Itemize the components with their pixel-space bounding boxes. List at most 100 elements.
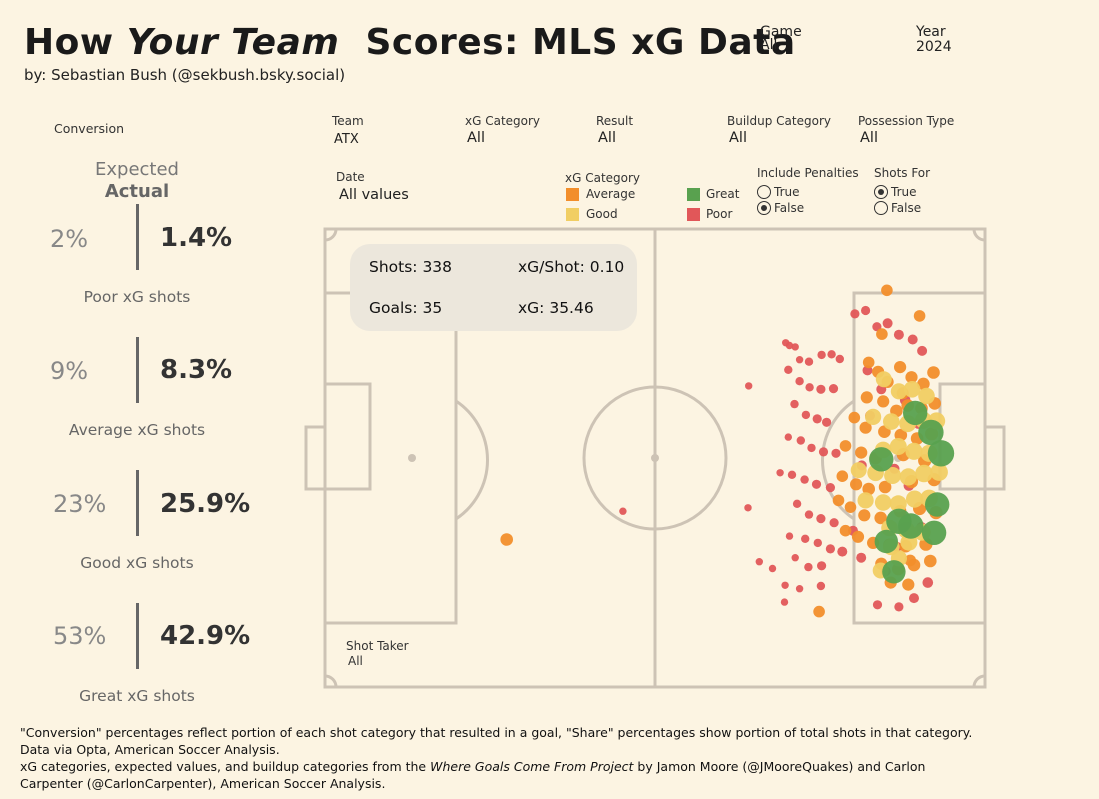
shot-point-poor[interactable] — [781, 581, 789, 589]
shot-point-poor[interactable] — [805, 383, 814, 392]
shot-point-poor[interactable] — [822, 417, 832, 427]
shot-point-average[interactable] — [862, 482, 875, 496]
shot-point-average[interactable] — [844, 501, 857, 513]
shot-point-poor[interactable] — [818, 447, 829, 457]
shot-point-good[interactable] — [850, 462, 867, 479]
shot-point-good[interactable] — [883, 413, 900, 430]
shot-point-good[interactable] — [889, 495, 907, 513]
shot-point-great[interactable] — [921, 520, 947, 545]
shot-point-poor[interactable] — [755, 558, 763, 566]
shot-point-average[interactable] — [881, 284, 893, 297]
shot-point-poor[interactable] — [894, 602, 904, 612]
shot-point-average[interactable] — [836, 470, 849, 483]
shot-point-poor[interactable] — [801, 534, 810, 543]
shot-point-poor[interactable] — [861, 305, 871, 316]
shot-point-average[interactable] — [860, 391, 873, 404]
shot-point-poor[interactable] — [817, 350, 826, 360]
shot-point-average[interactable] — [877, 395, 890, 408]
shot-point-poor[interactable] — [893, 329, 904, 340]
shot-point-poor[interactable] — [837, 546, 848, 557]
shot-point-poor[interactable] — [795, 356, 804, 364]
game-filter[interactable]: Game All — [760, 24, 802, 53]
shot-point-good[interactable] — [905, 442, 923, 460]
result-filter[interactable]: Result All — [596, 114, 633, 146]
legend-item-great[interactable]: Great — [687, 187, 739, 201]
shot-point-poor[interactable] — [787, 470, 797, 479]
shot-point-great[interactable] — [903, 400, 928, 426]
shot-point-poor[interactable] — [807, 443, 816, 453]
shot-point-poor[interactable] — [917, 345, 928, 356]
shot-point-great[interactable] — [925, 492, 950, 517]
legend-item-good[interactable]: Good — [566, 207, 618, 221]
shot-point-poor[interactable] — [817, 561, 827, 571]
buildup-category-filter[interactable]: Buildup Category All — [727, 114, 831, 146]
legend-item-poor[interactable]: Poor — [687, 207, 732, 221]
shot-point-great[interactable] — [918, 419, 944, 446]
shot-point-poor[interactable] — [835, 354, 844, 364]
shot-point-poor[interactable] — [619, 507, 627, 515]
shot-point-good[interactable] — [865, 408, 882, 425]
shot-point-poor[interactable] — [768, 564, 777, 573]
shot-point-average[interactable] — [878, 480, 892, 494]
year-filter[interactable]: Year 2024 — [916, 24, 952, 55]
legend-item-average[interactable]: Average — [566, 187, 635, 201]
shot-point-poor[interactable] — [850, 309, 860, 319]
shot-point-good[interactable] — [875, 371, 892, 388]
shots-for-option-false[interactable]: False — [874, 201, 930, 215]
shot-point-poor[interactable] — [795, 585, 804, 593]
shot-point-average[interactable] — [894, 361, 907, 374]
shot-point-poor[interactable] — [795, 377, 804, 386]
shot-point-poor[interactable] — [804, 357, 814, 366]
shots-for-option-true[interactable]: True — [874, 185, 930, 199]
xg-category-filter[interactable]: xG Category All — [465, 114, 540, 146]
shot-point-poor[interactable] — [825, 544, 836, 554]
shot-point-average[interactable] — [927, 366, 940, 379]
shot-point-average[interactable] — [858, 509, 871, 522]
shot-point-great[interactable] — [874, 529, 898, 554]
shot-point-good[interactable] — [890, 383, 908, 400]
shot-point-poor[interactable] — [872, 600, 883, 610]
shot-point-poor[interactable] — [784, 365, 793, 374]
shot-point-average[interactable] — [902, 578, 915, 591]
shot-point-average[interactable] — [855, 446, 868, 459]
shot-point-poor[interactable] — [828, 384, 839, 394]
shot-taker-filter[interactable]: Shot Taker All — [346, 639, 409, 668]
shot-point-good[interactable] — [903, 381, 921, 398]
shot-point-average[interactable] — [839, 524, 852, 537]
shot-point-average[interactable] — [848, 411, 861, 424]
shot-point-great[interactable] — [869, 447, 894, 472]
shot-point-poor[interactable] — [745, 382, 753, 390]
shot-point-poor[interactable] — [907, 334, 918, 345]
include-penalties-option-false[interactable]: False — [757, 201, 859, 215]
shot-point-poor[interactable] — [816, 581, 826, 591]
shot-point-average[interactable] — [859, 421, 872, 434]
shot-point-good[interactable] — [930, 463, 948, 481]
shot-point-poor[interactable] — [812, 414, 822, 424]
shot-point-good[interactable] — [918, 387, 935, 405]
shot-point-average[interactable] — [500, 533, 513, 546]
shot-point-average[interactable] — [851, 530, 865, 543]
shot-point-poor[interactable] — [922, 577, 934, 588]
shot-point-average[interactable] — [917, 377, 930, 391]
shot-point-average[interactable] — [832, 494, 845, 507]
shot-point-poor[interactable] — [829, 518, 839, 528]
shot-point-poor[interactable] — [882, 318, 893, 329]
shot-point-poor[interactable] — [776, 469, 784, 477]
shot-point-poor[interactable] — [791, 554, 799, 562]
shot-point-poor[interactable] — [801, 410, 811, 420]
shot-point-poor[interactable] — [784, 433, 792, 441]
shot-point-average[interactable] — [913, 310, 926, 322]
date-filter[interactable]: Date All values — [336, 170, 409, 203]
shot-point-poor[interactable] — [827, 350, 836, 359]
shot-point-poor[interactable] — [813, 538, 822, 548]
shot-point-poor[interactable] — [816, 384, 826, 394]
shot-point-good[interactable] — [874, 494, 892, 511]
shot-point-average[interactable] — [904, 554, 916, 567]
shot-point-good[interactable] — [899, 468, 917, 486]
shot-point-good[interactable] — [884, 467, 902, 484]
shot-point-average[interactable] — [862, 356, 875, 369]
shot-point-great[interactable] — [882, 560, 906, 584]
possession-type-filter[interactable]: Possession Type All — [858, 114, 954, 146]
shot-point-average[interactable] — [905, 371, 918, 384]
include-penalties-option-true[interactable]: True — [757, 185, 859, 199]
